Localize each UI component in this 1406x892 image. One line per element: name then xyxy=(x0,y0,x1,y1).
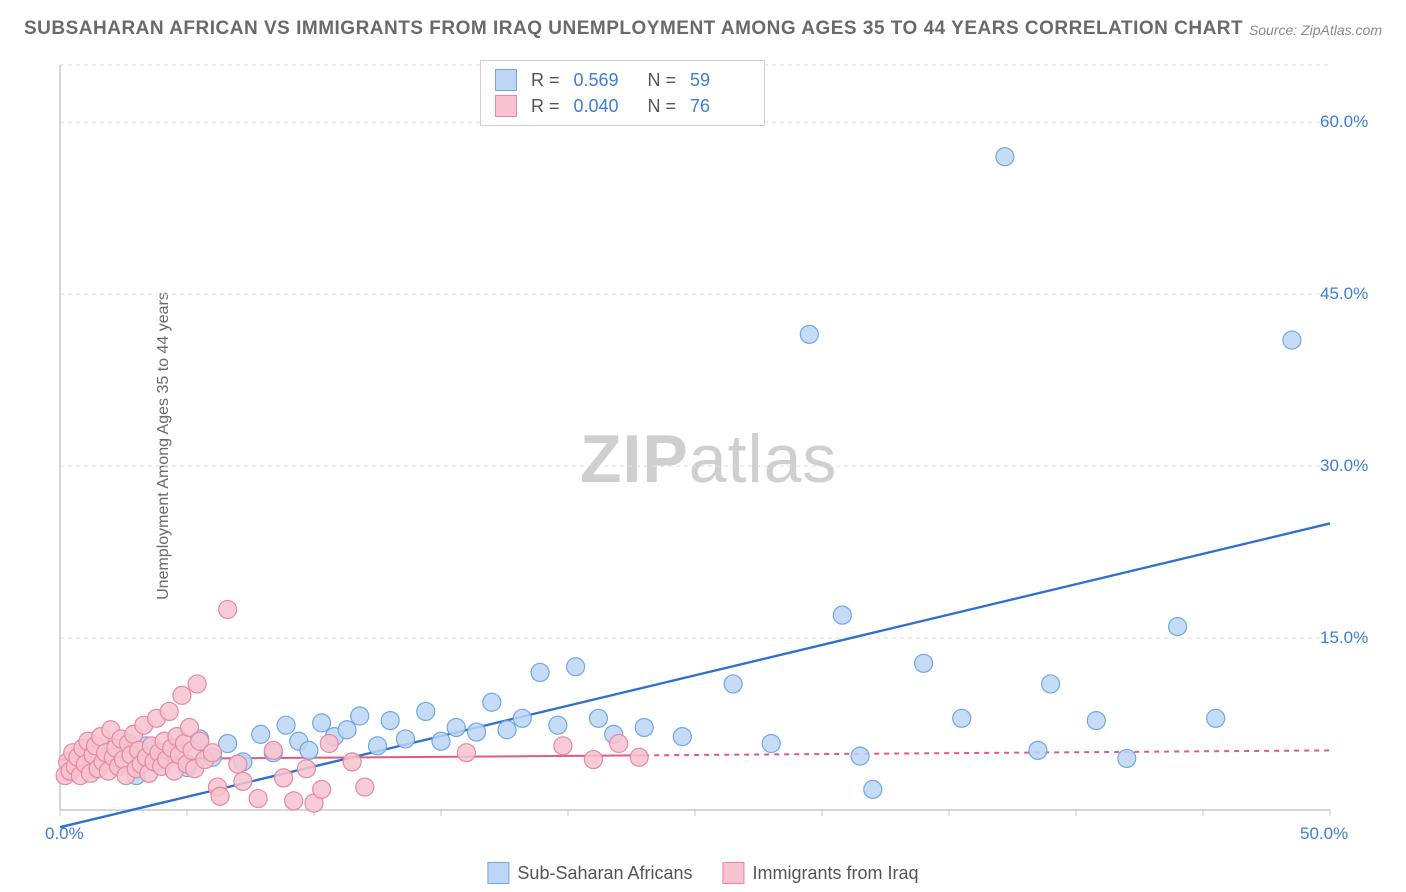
chart-area: 0.0%50.0%15.0%30.0%45.0%60.0% xyxy=(50,55,1380,845)
legend-label: Immigrants from Iraq xyxy=(753,863,919,884)
legend: Sub-Saharan Africans Immigrants from Iraq xyxy=(487,862,918,884)
n-label: N = xyxy=(648,96,677,117)
legend-swatch xyxy=(723,862,745,884)
y-tick-label: 60.0% xyxy=(1320,112,1368,132)
n-label: N = xyxy=(648,70,677,91)
legend-swatch xyxy=(487,862,509,884)
y-tick-label: 45.0% xyxy=(1320,284,1368,304)
y-tick-label: 15.0% xyxy=(1320,628,1368,648)
legend-item: Immigrants from Iraq xyxy=(723,862,919,884)
y-tick-label: 30.0% xyxy=(1320,456,1368,476)
stats-row: R = 0.569 N = 59 xyxy=(495,67,750,93)
chart-title: SUBSAHARAN AFRICAN VS IMMIGRANTS FROM IR… xyxy=(24,18,1243,40)
r-value: 0.040 xyxy=(574,96,634,117)
x-tick-label: 50.0% xyxy=(1300,824,1348,844)
r-label: R = xyxy=(531,70,560,91)
r-label: R = xyxy=(531,96,560,117)
legend-item: Sub-Saharan Africans xyxy=(487,862,692,884)
x-tick-label: 0.0% xyxy=(45,824,84,844)
legend-label: Sub-Saharan Africans xyxy=(517,863,692,884)
correlation-stats-box: R = 0.569 N = 59 R = 0.040 N = 76 xyxy=(480,60,765,126)
n-value: 76 xyxy=(690,96,750,117)
source-label: Source: ZipAtlas.com xyxy=(1249,22,1382,38)
series-swatch xyxy=(495,95,517,117)
n-value: 59 xyxy=(690,70,750,91)
series-swatch xyxy=(495,69,517,91)
stats-row: R = 0.040 N = 76 xyxy=(495,93,750,119)
scatter-chart xyxy=(50,55,1380,845)
r-value: 0.569 xyxy=(574,70,634,91)
